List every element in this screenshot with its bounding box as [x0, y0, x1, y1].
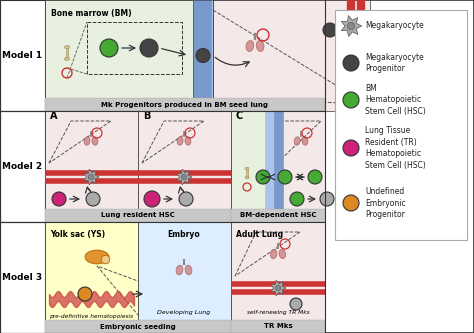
Circle shape	[52, 192, 66, 206]
Text: Lung resident HSC: Lung resident HSC	[101, 212, 175, 218]
Ellipse shape	[185, 137, 191, 145]
Circle shape	[290, 192, 304, 206]
Bar	[335, 10, 467, 240]
Circle shape	[196, 49, 210, 63]
Ellipse shape	[245, 167, 249, 170]
Bar	[45, 222, 138, 333]
Circle shape	[290, 298, 302, 310]
Circle shape	[347, 22, 355, 30]
Bar	[231, 320, 325, 333]
Bar	[138, 111, 231, 222]
Bar	[45, 320, 231, 333]
Text: Megakaryocyte: Megakaryocyte	[365, 22, 424, 31]
Bar	[138, 222, 231, 333]
Circle shape	[373, 64, 380, 72]
Circle shape	[86, 192, 100, 206]
Circle shape	[179, 192, 193, 206]
Circle shape	[144, 191, 160, 207]
Text: Adult Lung: Adult Lung	[236, 230, 283, 239]
Polygon shape	[366, 58, 387, 79]
Bar	[45, 209, 231, 222]
Bar	[231, 222, 325, 333]
Circle shape	[343, 140, 359, 156]
Ellipse shape	[294, 137, 300, 145]
Circle shape	[140, 39, 158, 57]
Bar	[66, 47, 68, 59]
Text: Developing Lung: Developing Lung	[157, 310, 210, 315]
Circle shape	[78, 287, 92, 301]
Text: Model 1: Model 1	[2, 51, 43, 60]
Circle shape	[256, 170, 270, 184]
Bar	[0, 111, 45, 222]
Bar	[231, 111, 277, 222]
Bar	[0, 0, 45, 111]
Bar	[193, 0, 213, 111]
Text: Lung Tissue
Resident (TR)
Hematopoietic
Stem Cell (HSC): Lung Tissue Resident (TR) Hematopoietic …	[365, 126, 426, 170]
Text: TR Mks: TR Mks	[264, 323, 292, 329]
Bar	[246, 168, 248, 177]
Ellipse shape	[302, 137, 308, 145]
Ellipse shape	[64, 57, 70, 61]
Ellipse shape	[177, 137, 183, 145]
Text: Model 2: Model 2	[2, 162, 43, 171]
Text: Undefined
Embryonic
Progenitor: Undefined Embryonic Progenitor	[365, 187, 406, 219]
Ellipse shape	[176, 265, 183, 275]
Text: Yolk sac (YS): Yolk sac (YS)	[50, 230, 105, 239]
Text: A: A	[50, 111, 57, 121]
Circle shape	[88, 174, 94, 180]
Text: B: B	[143, 111, 150, 121]
Circle shape	[101, 255, 110, 264]
Circle shape	[343, 195, 359, 211]
Text: C: C	[236, 111, 243, 121]
Ellipse shape	[185, 265, 192, 275]
Text: Megakaryocyte
Progenitor: Megakaryocyte Progenitor	[365, 53, 424, 73]
Bar	[45, 0, 193, 111]
Bar	[231, 209, 325, 222]
Ellipse shape	[256, 41, 264, 52]
Polygon shape	[271, 280, 286, 296]
Text: Embryo: Embryo	[168, 230, 201, 239]
Ellipse shape	[245, 176, 249, 179]
Bar	[87, 22, 182, 74]
Circle shape	[100, 39, 118, 57]
Bar	[45, 98, 325, 111]
Bar	[193, 0, 213, 111]
Circle shape	[308, 170, 322, 184]
Ellipse shape	[85, 250, 109, 264]
Text: pre-definitive hematopoiesis: pre-definitive hematopoiesis	[49, 314, 133, 319]
Text: BM-dependent HSC: BM-dependent HSC	[240, 212, 316, 218]
Circle shape	[369, 23, 383, 37]
Ellipse shape	[270, 249, 277, 259]
Polygon shape	[177, 169, 192, 185]
Bar	[277, 111, 325, 222]
Text: self-renewing TR Mks: self-renewing TR Mks	[246, 310, 310, 315]
Text: Model 3: Model 3	[2, 273, 43, 282]
Circle shape	[275, 285, 281, 291]
Circle shape	[323, 23, 337, 37]
Ellipse shape	[64, 46, 70, 49]
Circle shape	[181, 174, 187, 180]
Bar	[0, 222, 45, 333]
Bar	[45, 111, 138, 222]
Text: Embryonic seeding: Embryonic seeding	[100, 323, 176, 329]
Circle shape	[343, 92, 359, 108]
Text: Mk Progenitors produced in BM seed lung: Mk Progenitors produced in BM seed lung	[101, 102, 268, 108]
Text: Bone marrow (BM): Bone marrow (BM)	[51, 9, 132, 18]
Ellipse shape	[279, 249, 286, 259]
Ellipse shape	[84, 137, 90, 145]
Circle shape	[343, 55, 359, 71]
Bar	[213, 0, 370, 111]
Polygon shape	[341, 15, 362, 37]
Circle shape	[320, 192, 334, 206]
Ellipse shape	[92, 137, 98, 145]
Text: BM
Hematopoietic
Stem Cell (HSC): BM Hematopoietic Stem Cell (HSC)	[365, 84, 426, 116]
Circle shape	[278, 170, 292, 184]
Polygon shape	[84, 169, 99, 185]
Ellipse shape	[246, 41, 254, 52]
